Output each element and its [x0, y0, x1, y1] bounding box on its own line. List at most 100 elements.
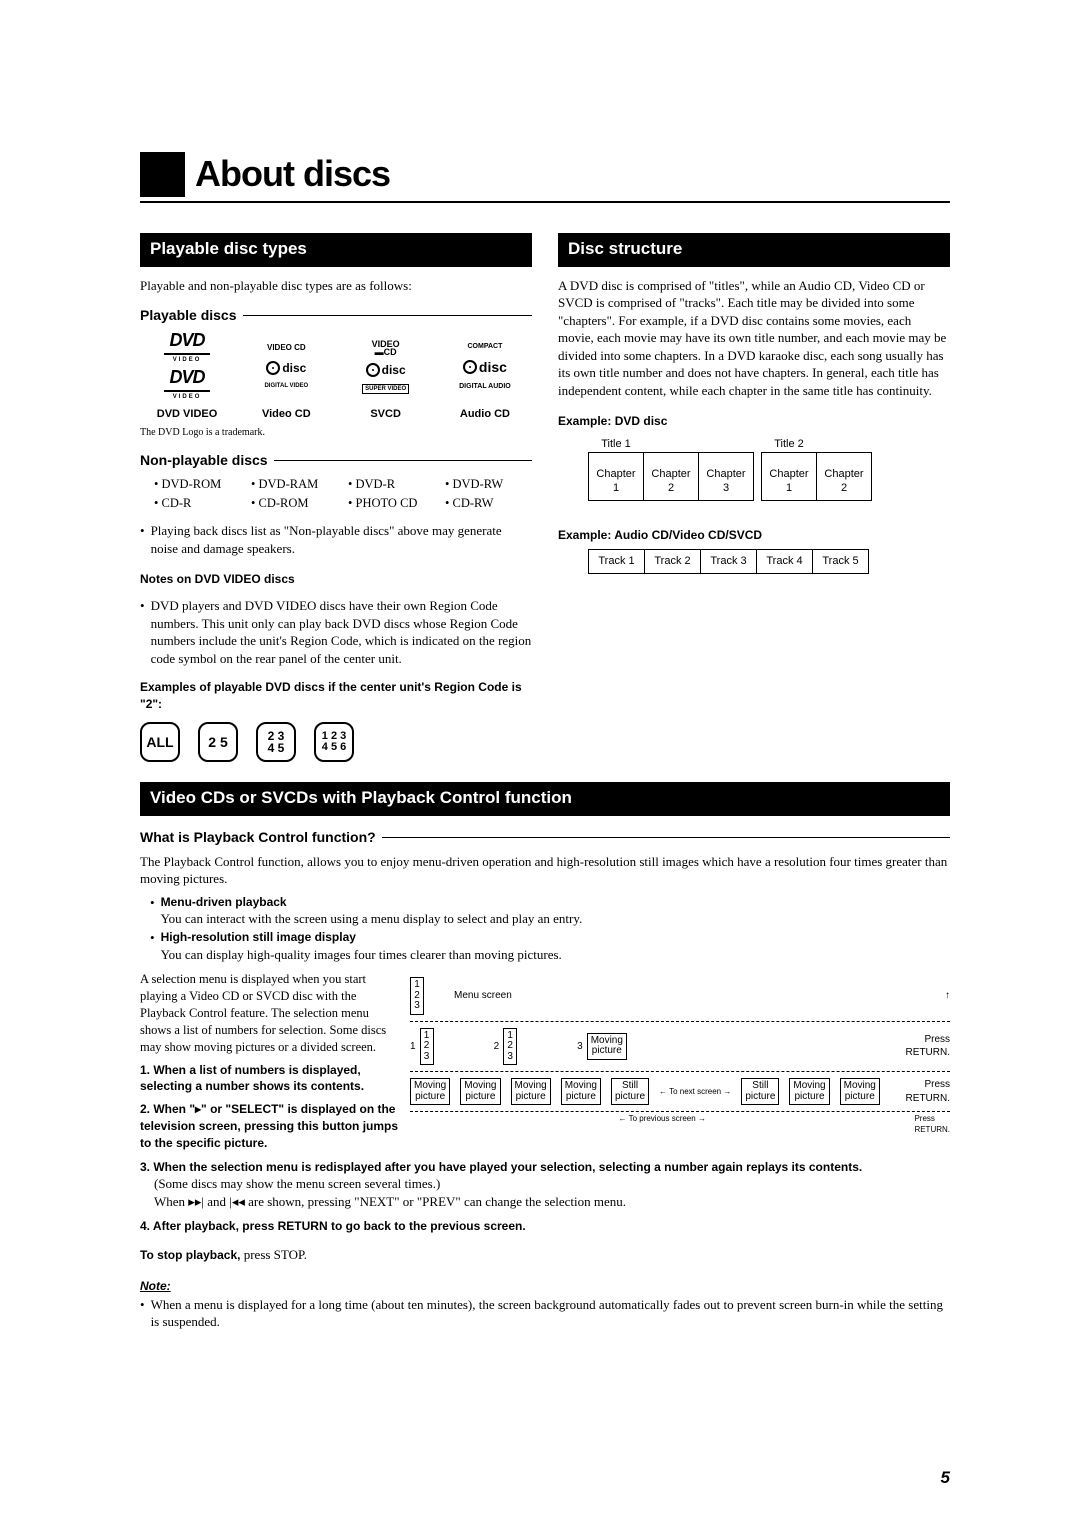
svcd-logo-icon: VIDEO▬CD disc SUPER VIDEO	[339, 331, 433, 403]
left-column: Playable disc types Playable and non-pla…	[140, 233, 532, 762]
diagram-node: Still picture	[611, 1078, 649, 1105]
pbc-bullet-1: • Menu-driven playback You can interact …	[150, 894, 950, 928]
diagram-label: Menu screen	[454, 989, 512, 1003]
track-cell: Track 5	[813, 550, 869, 574]
nonplayable-warning: • Playing back discs list as "Non-playab…	[140, 522, 532, 557]
stop-playback-line: To stop playback, press STOP.	[140, 1246, 950, 1264]
diagram-node: Still picture	[741, 1078, 779, 1105]
pbc-flow-diagram: 123 Menu screen ↑ 1123 2123 3Moving pict…	[410, 971, 950, 1152]
diagram-node: Moving picture	[511, 1078, 551, 1105]
video-cd-label: Video CD	[239, 407, 333, 422]
stop-bold: To stop playback,	[140, 1248, 240, 1262]
playable-intro: Playable and non-playable disc types are…	[140, 277, 532, 295]
track-structure-diagram: Track 1 Track 2 Track 3 Track 4 Track 5	[588, 549, 869, 574]
heading-rule	[243, 315, 532, 316]
pbc-question-body: The Playback Control function, allows yo…	[140, 853, 950, 888]
video-cd-logo-cell: VIDEO CD disc DIGITAL VIDEO Video CD	[239, 331, 333, 422]
region-code-icon: 2 5	[198, 722, 238, 762]
diagram-node: 123	[420, 1028, 434, 1066]
chapter-cell: Title 2Chapter 1	[762, 452, 817, 501]
pbc-question-row: What is Playback Control function?	[140, 828, 950, 847]
heading-rule	[274, 460, 532, 461]
example-dvd-heading: Example: DVD disc	[558, 413, 950, 429]
note-heading: Note:	[140, 1278, 950, 1294]
pbc-question-heading: What is Playback Control function?	[140, 828, 376, 847]
page-number: 5	[941, 1467, 950, 1490]
region-examples-heading: Examples of playable DVD discs if the ce…	[140, 679, 532, 711]
diagram-node: Moving picture	[561, 1078, 601, 1105]
list-item: • PHOTO CD	[348, 495, 435, 512]
notes-text: DVD players and DVD VIDEO discs have the…	[151, 597, 532, 667]
list-item: • DVD-RAM	[251, 476, 338, 493]
pbc-numbered-list: 1. When a list of numbers is displayed, …	[140, 1062, 400, 1152]
diagram-node: Moving picture	[587, 1033, 627, 1060]
note-body-row: • When a menu is displayed for a long ti…	[140, 1296, 950, 1331]
diagram-node: 123	[410, 977, 424, 1015]
section-playable-types: Playable disc types	[140, 233, 532, 267]
pbc-b1-body: You can interact with the screen using a…	[161, 910, 583, 928]
title-square-icon	[140, 152, 185, 197]
page-title: About discs	[195, 150, 390, 199]
dvd-video-label: DVD VIDEO	[140, 407, 234, 422]
playable-discs-heading-row: Playable discs	[140, 306, 532, 325]
list-item: • CD-ROM	[251, 495, 338, 512]
diagram-node: Moving picture	[460, 1078, 500, 1105]
dvd-structure-diagram: Title 1Chapter 1 Chapter 2 Chapter 3 Tit…	[588, 452, 872, 502]
region-code-row: ALL 2 5 2 3 4 5 1 2 3 4 5 6	[140, 722, 532, 762]
diagram-node: 123	[503, 1028, 517, 1066]
list-item: 2. When "▸" or "SELECT" is displayed on …	[140, 1101, 400, 1152]
pbc-left-text: A selection menu is displayed when you s…	[140, 971, 400, 1152]
region-code-icon: 2 3 4 5	[256, 722, 296, 762]
pbc-lower-row: A selection menu is displayed when you s…	[140, 971, 950, 1152]
note-body: When a menu is displayed for a long time…	[151, 1296, 950, 1331]
diagram-label: ← To previous screen →	[618, 1114, 705, 1136]
list-subtext: (Some discs may show the menu screen sev…	[154, 1175, 950, 1193]
audio-cd-logo-cell: COMPACT disc DIGITAL AUDIO Audio CD	[438, 331, 532, 422]
list-item: • CD-RW	[445, 495, 532, 512]
stop-rest: press STOP.	[240, 1247, 307, 1262]
audio-cd-logo-icon: COMPACT disc DIGITAL AUDIO	[438, 331, 532, 403]
pbc-b2-body: You can display high-quality images four…	[161, 946, 562, 964]
disc-structure-para: A DVD disc is comprised of "titles", whi…	[558, 277, 950, 400]
pbc-b2-head: High-resolution still image display	[161, 929, 562, 945]
list-item: • CD-R	[154, 495, 241, 512]
track-cell: Track 1	[589, 550, 645, 574]
pbc-b1-head: Menu-driven playback	[161, 894, 583, 910]
pbc-left-para: A selection menu is displayed when you s…	[140, 971, 400, 1055]
list-subtext: When ▸▸| and |◂◂ are shown, pressing "NE…	[154, 1193, 950, 1211]
list-item: 3. When the selection menu is redisplaye…	[140, 1158, 950, 1211]
nonplayable-list: • DVD-ROM • DVD-RAM • DVD-R • DVD-RW • C…	[140, 476, 532, 512]
list-item: • DVD-ROM	[154, 476, 241, 493]
svcd-logo-cell: VIDEO▬CD disc SUPER VIDEO SVCD	[339, 331, 433, 422]
track-cell: Track 3	[701, 550, 757, 574]
warning-text: Playing back discs list as "Non-playable…	[151, 522, 532, 557]
chapter-cell: Chapter 2	[644, 452, 699, 501]
region-code-icon: 1 2 3 4 5 6	[314, 722, 354, 762]
section-pbc: Video CDs or SVCDs with Playback Control…	[140, 782, 950, 816]
list-item: 1. When a list of numbers is displayed, …	[140, 1062, 400, 1096]
list-item: • DVD-RW	[445, 476, 532, 493]
notes-dvd-heading: Notes on DVD VIDEO discs	[140, 571, 532, 587]
page-title-row: About discs	[140, 150, 950, 203]
notes-dvd-body: • DVD players and DVD VIDEO discs have t…	[140, 597, 532, 667]
diagram-return-label: Press RETURN.	[906, 1078, 950, 1105]
right-column: Disc structure A DVD disc is comprised o…	[558, 233, 950, 762]
diagram-node: Moving picture	[789, 1078, 829, 1105]
diagram-label: ← To next screen →	[659, 1088, 731, 1096]
diagram-node: Moving picture	[410, 1078, 450, 1105]
diagram-return-label: Press RETURN.	[914, 1114, 950, 1136]
diagram-node: Moving picture	[840, 1078, 880, 1105]
diagram-label: ↑	[945, 989, 950, 1003]
audio-cd-label: Audio CD	[438, 407, 532, 422]
section-disc-structure: Disc structure	[558, 233, 950, 267]
two-column-layout: Playable disc types Playable and non-pla…	[140, 233, 950, 762]
chapter-cell: Title 1Chapter 1	[589, 452, 644, 501]
nonplayable-heading: Non-playable discs	[140, 451, 268, 470]
trademark-note: The DVD Logo is a trademark.	[140, 426, 532, 440]
diagram-return-label: Press RETURN.	[906, 1033, 950, 1060]
region-code-icon: ALL	[140, 722, 180, 762]
chapter-cell: Chapter 2	[817, 452, 872, 501]
dvd-logo-icon: DVDVIDEO DVDVIDEO	[140, 331, 234, 403]
vcd-logo-icon: VIDEO CD disc DIGITAL VIDEO	[239, 331, 333, 403]
disc-logo-grid: DVDVIDEO DVDVIDEO DVD VIDEO VIDEO CD dis…	[140, 331, 532, 422]
